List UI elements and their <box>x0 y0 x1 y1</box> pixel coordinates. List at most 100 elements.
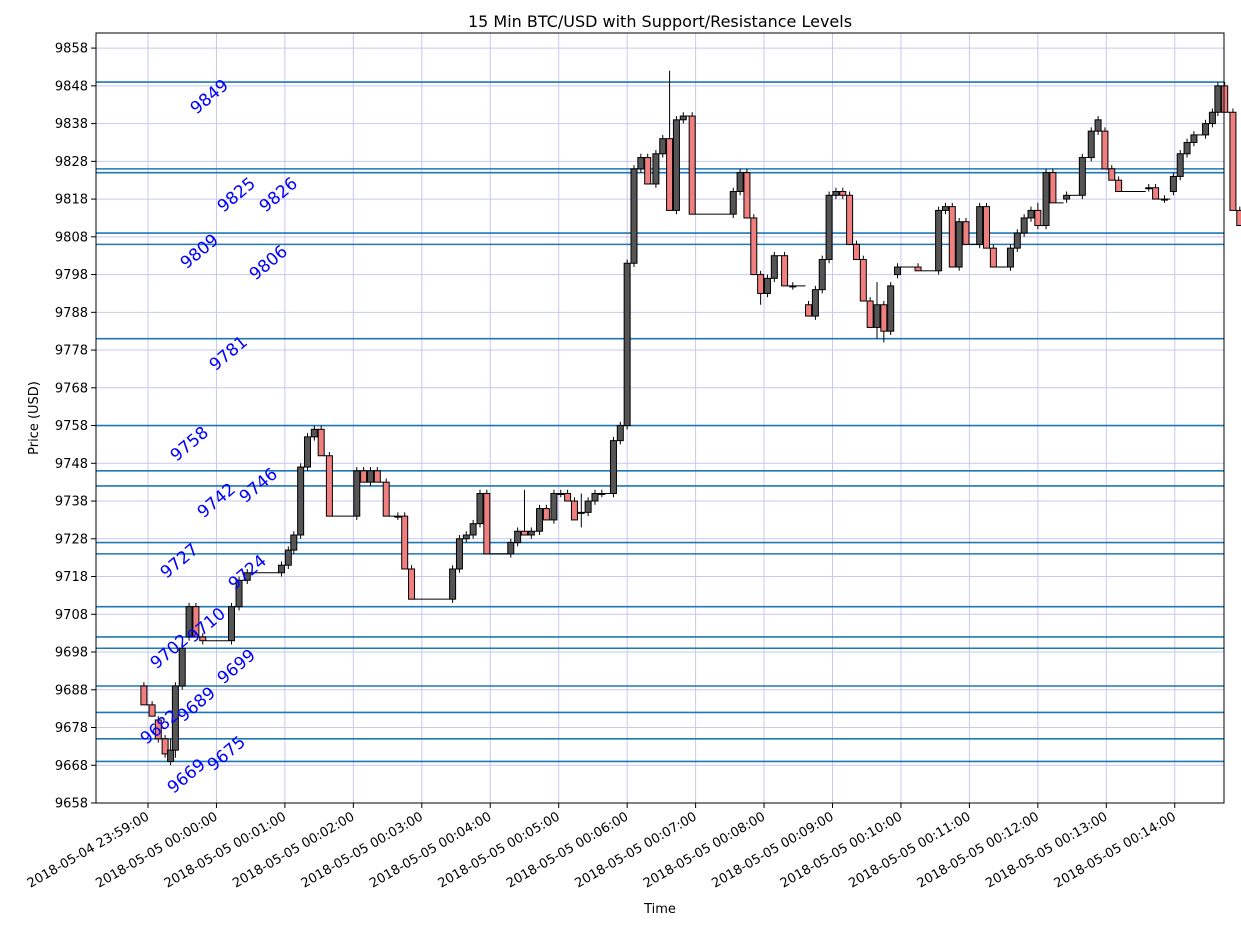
y-tick-label: 9798 <box>55 268 88 283</box>
candle-up <box>171 685 179 751</box>
y-tick-label: 9768 <box>55 381 88 396</box>
candle-up <box>811 289 819 317</box>
y-tick-label: 9808 <box>55 230 88 245</box>
candle-up <box>1020 217 1028 234</box>
candle-up <box>514 530 522 544</box>
candle-up <box>1169 175 1177 193</box>
candle-up <box>310 428 318 438</box>
candle-up <box>1202 123 1210 136</box>
candle-up <box>935 209 943 272</box>
candle-down <box>520 530 528 536</box>
candle-up <box>598 492 606 495</box>
candle-up <box>1042 172 1050 226</box>
candle-up <box>277 564 285 574</box>
candle-up <box>1027 209 1035 219</box>
candle-up <box>469 523 477 536</box>
candle-up <box>284 549 292 566</box>
candle-down <box>570 500 578 521</box>
candle-up <box>449 568 457 600</box>
candle-down <box>1049 172 1057 204</box>
candle-up <box>303 436 311 468</box>
y-tick-label: 9728 <box>55 532 88 547</box>
candle-up <box>887 285 895 332</box>
candle-down <box>408 568 416 600</box>
candle-up <box>832 191 840 196</box>
candle-down <box>839 191 847 196</box>
candle-down <box>948 206 956 268</box>
candle-up <box>228 606 236 642</box>
candle-down <box>750 217 758 276</box>
candle-down <box>846 194 854 245</box>
candle-up <box>659 138 667 155</box>
candle-down <box>373 470 381 483</box>
candle-up <box>462 534 470 540</box>
candle-down <box>781 255 789 287</box>
candle-down <box>1236 209 1241 227</box>
candle-up <box>1078 157 1086 196</box>
candle-up <box>789 285 797 288</box>
candle-down <box>199 636 207 642</box>
candle-up <box>873 304 881 328</box>
y-tick-label: 9748 <box>55 457 88 472</box>
candles <box>140 70 1241 766</box>
y-tick-label: 9718 <box>55 570 88 585</box>
y-tick-label: 9828 <box>55 155 88 170</box>
candle-down <box>805 304 813 317</box>
y-axis-label: Price (USD) <box>27 381 42 455</box>
candle-up <box>630 168 638 264</box>
candle-down <box>317 428 325 457</box>
candle-down <box>1108 168 1116 181</box>
candle-up <box>1160 198 1168 201</box>
y-tick-label: 9698 <box>55 646 88 661</box>
candle-up <box>894 266 902 276</box>
candle-down <box>688 115 696 215</box>
candle-up <box>297 466 305 536</box>
candle-up <box>1214 85 1222 113</box>
candle-up <box>941 206 949 211</box>
y-tick-label: 9758 <box>55 419 88 434</box>
candle-up <box>527 530 535 536</box>
y-tick-label: 9778 <box>55 344 88 359</box>
candle-up <box>584 500 592 513</box>
plot-area <box>95 32 1225 804</box>
candle-down <box>859 258 867 302</box>
candle-down <box>1221 85 1229 113</box>
candle-up <box>394 515 402 518</box>
candle-up <box>616 425 624 442</box>
candle-up <box>1176 153 1184 177</box>
candle-up <box>243 572 251 581</box>
candle-up <box>955 221 963 268</box>
candle-up <box>729 191 737 215</box>
candle-down <box>644 157 652 185</box>
candle-down <box>161 738 169 755</box>
candle-down <box>154 719 162 740</box>
candle-up <box>1190 134 1198 143</box>
y-tick-label: 9848 <box>55 79 88 94</box>
candle-up <box>455 538 463 570</box>
candle-down <box>880 304 888 332</box>
candle-up <box>623 262 631 427</box>
y-tick-label: 9858 <box>55 42 88 57</box>
y-tick-label: 9678 <box>55 721 88 736</box>
candle-up <box>736 172 744 193</box>
candle-up <box>591 492 599 502</box>
candle-up <box>637 157 645 170</box>
y-axis: 9658 9668 9678 9688 9698 9708 9718 9728 9738 9748… <box>55 42 96 812</box>
candle-down <box>325 455 333 517</box>
candle-up <box>672 119 680 211</box>
support-resistance-levels <box>96 81 1224 763</box>
candle-down <box>743 172 751 219</box>
candle-up <box>1013 232 1021 249</box>
candle-up <box>550 492 558 521</box>
candle-down <box>866 300 874 328</box>
candle-up <box>1208 111 1216 125</box>
candle-down <box>360 470 368 483</box>
candle-down <box>401 515 409 570</box>
candle-down <box>192 606 200 638</box>
chart-title: 15 Min BTC/USD with Support/Resistance L… <box>468 12 852 31</box>
candle-down <box>542 508 550 521</box>
candle-up <box>185 606 193 638</box>
candle-up <box>763 277 771 294</box>
candle-up <box>1183 141 1191 155</box>
